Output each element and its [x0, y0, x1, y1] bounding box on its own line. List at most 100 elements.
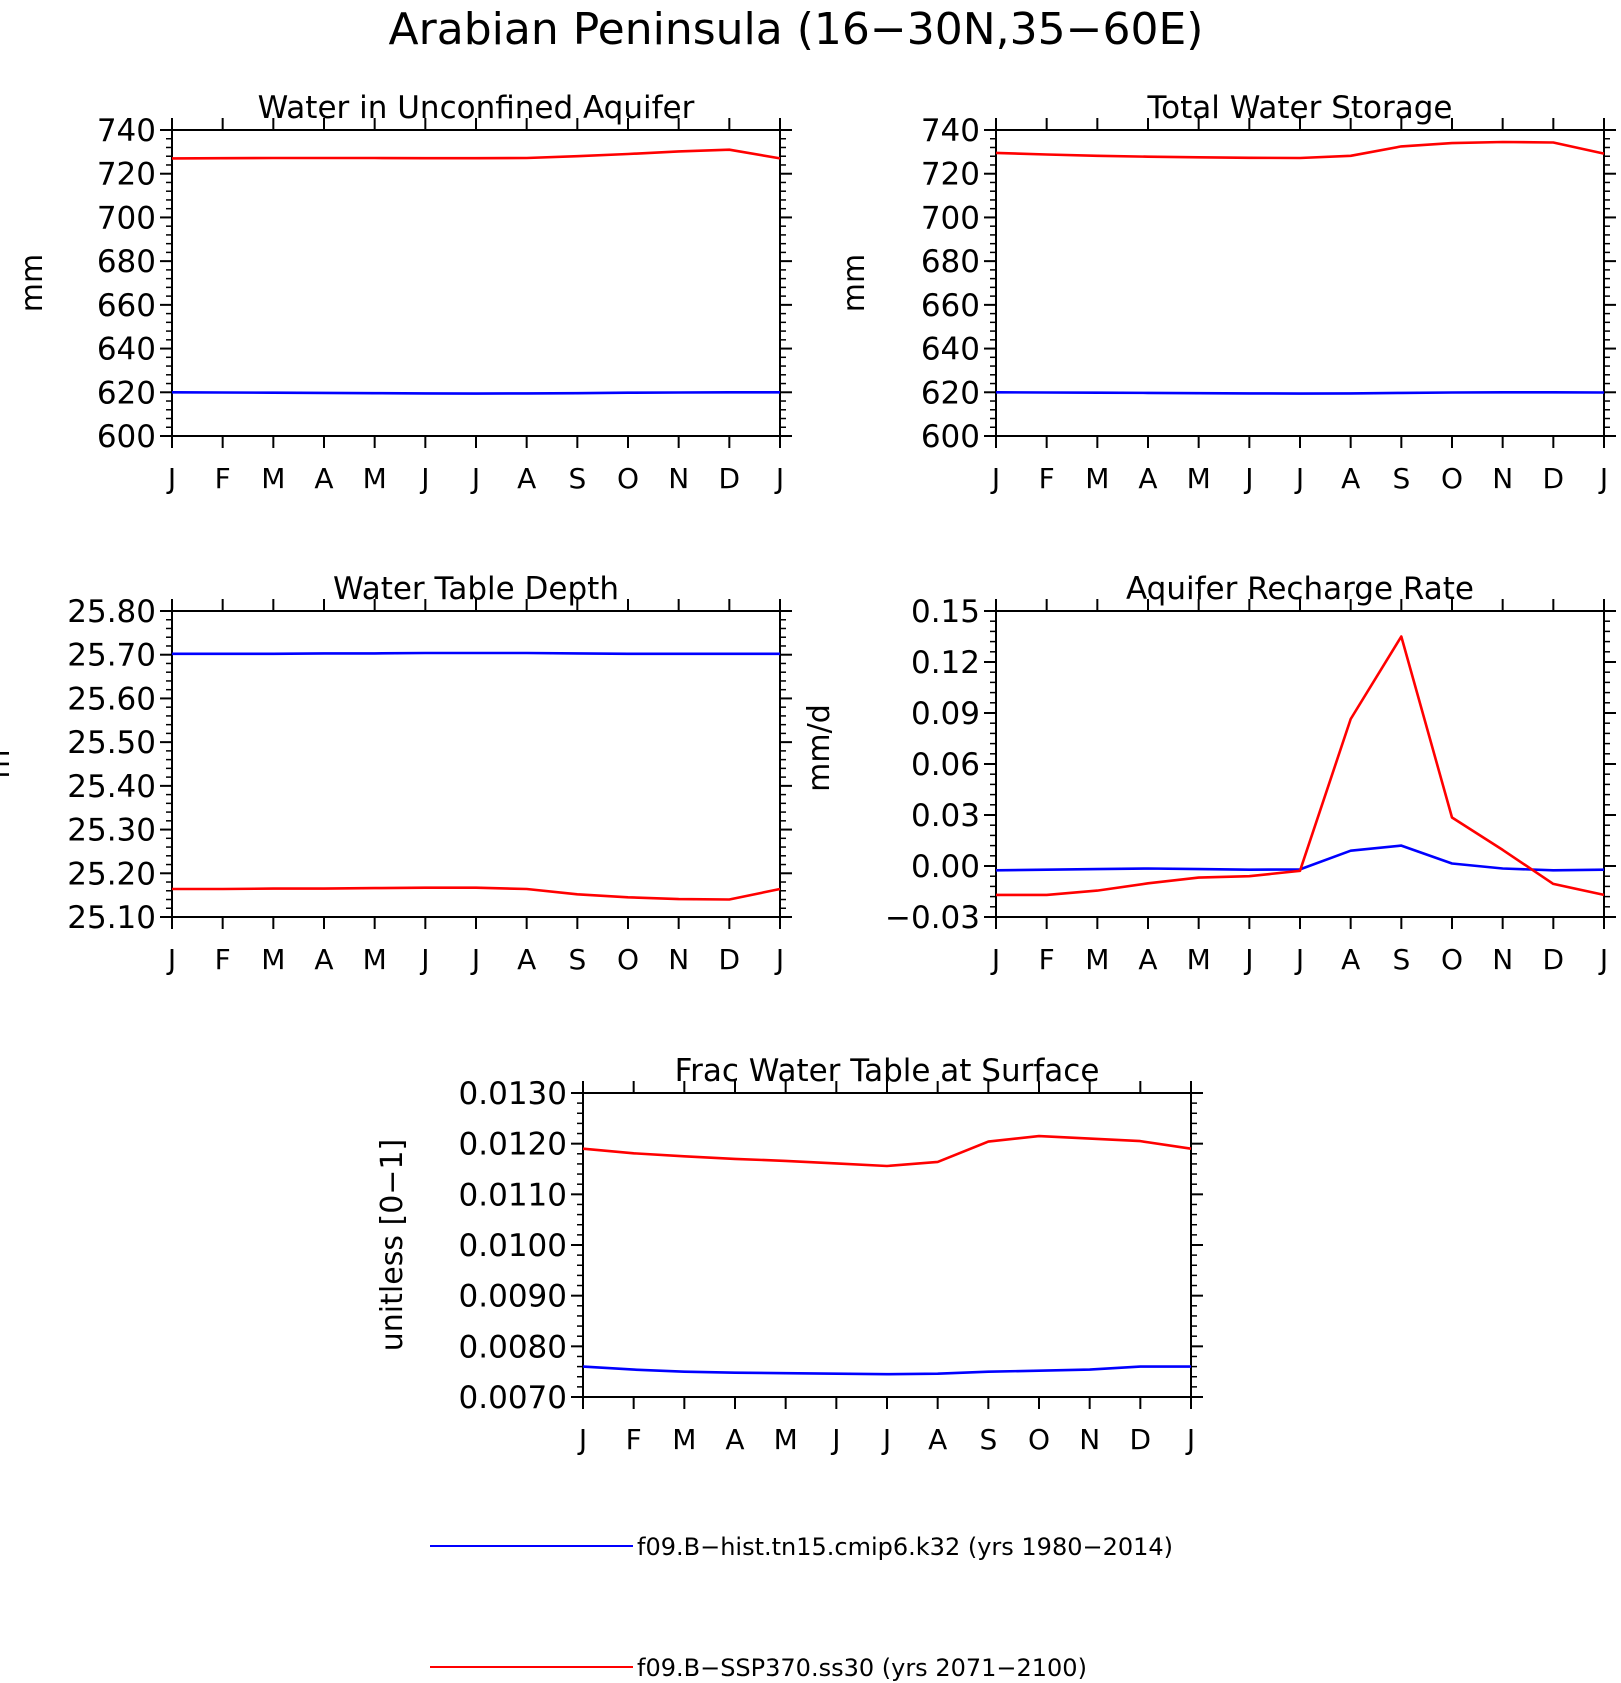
legend-label-ssp370: f09.B−SSP370.ss30 (yrs 2071−2100)	[637, 1654, 1087, 1682]
y-tick-label: 0.15	[911, 594, 980, 630]
x-tick-label: F	[215, 462, 231, 495]
y-tick-label: 680	[921, 244, 980, 280]
main-title: Arabian Peninsula (16−30N,35−60E)	[389, 4, 1204, 55]
x-tick-label: J	[470, 943, 480, 976]
x-tick-label: S	[568, 943, 586, 976]
y-axis-label: unitless [0−1]	[375, 1139, 410, 1351]
y-tick-label: 620	[97, 375, 156, 411]
x-tick-label: J	[1598, 462, 1608, 495]
x-tick-label: A	[314, 462, 333, 495]
x-tick-label: J	[881, 1423, 891, 1456]
y-axis-label: mm/d	[802, 704, 837, 792]
x-tick-label: D	[1543, 943, 1565, 976]
y-tick-label: 720	[921, 157, 980, 193]
x-tick-label: J	[774, 462, 784, 495]
x-tick-label: M	[672, 1423, 696, 1456]
x-tick-label: J	[1185, 1423, 1195, 1456]
x-tick-label: J	[1243, 462, 1253, 495]
x-tick-label: N	[1492, 462, 1513, 495]
x-tick-label: M	[363, 943, 387, 976]
series-line-ssp370	[582, 1134, 1192, 1168]
x-tick-label: J	[470, 462, 480, 495]
x-tick-label: N	[1079, 1423, 1100, 1456]
x-tick-label: O	[1441, 462, 1463, 495]
x-tick-label: J	[1294, 943, 1304, 976]
y-tick-label: 25.60	[67, 681, 156, 717]
y-tick-label: 0.0110	[459, 1177, 567, 1213]
y-tick-label: 25.40	[67, 769, 156, 805]
series-line-ssp370	[995, 140, 1605, 160]
x-tick-label: S	[979, 1423, 997, 1456]
series-line-hist	[995, 390, 1605, 395]
y-tick-label: 25.50	[67, 725, 156, 761]
y-tick-label: 0.09	[911, 696, 980, 732]
plot-frame	[995, 129, 1605, 437]
x-tick-label: F	[1039, 943, 1055, 976]
y-axis-label: mm	[15, 254, 50, 312]
x-tick-label: J	[1598, 943, 1608, 976]
y-tick-label: 600	[921, 419, 980, 455]
x-tick-label: A	[314, 943, 333, 976]
x-tick-label: D	[1543, 462, 1565, 495]
x-tick-label: M	[1187, 462, 1211, 495]
x-tick-label: O	[617, 462, 639, 495]
x-tick-label: D	[719, 943, 741, 976]
x-tick-label: A	[1138, 462, 1157, 495]
x-tick-label: M	[1187, 943, 1211, 976]
y-tick-label: 0.0100	[459, 1228, 567, 1264]
x-tick-label: O	[1028, 1423, 1050, 1456]
x-tick-label: A	[1138, 943, 1157, 976]
y-tick-label: 740	[97, 113, 156, 149]
y-tick-label: 25.10	[67, 900, 156, 936]
y-tick-label: 0.00	[911, 849, 980, 885]
x-tick-label: M	[261, 943, 285, 976]
x-tick-label: A	[1341, 462, 1360, 495]
x-tick-label: A	[928, 1423, 947, 1456]
x-tick-label: J	[830, 1423, 840, 1456]
y-tick-label: 0.0080	[459, 1329, 567, 1365]
x-tick-label: S	[1392, 462, 1410, 495]
panel-total-water-storage: Total Water Storagemm6006206406606807007…	[837, 90, 1616, 495]
x-tick-label: N	[668, 462, 689, 495]
x-tick-label: A	[517, 943, 536, 976]
y-tick-label: 660	[97, 288, 156, 324]
x-tick-label: S	[568, 462, 586, 495]
y-tick-label: 25.70	[67, 638, 156, 674]
series-line-hist	[171, 390, 780, 395]
x-tick-label: O	[617, 943, 639, 976]
x-tick-label: M	[774, 1423, 798, 1456]
x-tick-label: M	[363, 462, 387, 495]
x-tick-label: J	[577, 1423, 587, 1456]
y-tick-label: 0.12	[911, 645, 980, 681]
y-tick-label: 0.0130	[459, 1076, 567, 1112]
panel-water-table-depth: Water Table Depthm25.1025.2025.3025.4025…	[0, 571, 792, 976]
x-tick-label: D	[1130, 1423, 1152, 1456]
y-axis-label: mm	[837, 254, 872, 312]
x-tick-label: J	[166, 462, 176, 495]
x-tick-label: A	[517, 462, 536, 495]
y-tick-label: 25.30	[67, 813, 156, 849]
x-tick-label: J	[419, 943, 429, 976]
x-tick-label: J	[990, 943, 1000, 976]
x-tick-label: F	[215, 943, 231, 976]
x-tick-label: M	[1085, 943, 1109, 976]
x-tick-label: J	[1243, 943, 1253, 976]
y-tick-label: 25.80	[67, 594, 156, 630]
x-tick-label: F	[1039, 462, 1055, 495]
x-tick-label: M	[1085, 462, 1109, 495]
x-tick-label: J	[1294, 462, 1304, 495]
panel-water-in-unconfined-aquifer: Water in Unconfined Aquifermm60062064066…	[15, 90, 792, 495]
y-tick-label: 680	[97, 244, 156, 280]
y-tick-label: 740	[921, 113, 980, 149]
panel-aquifer-recharge-rate: Aquifer Recharge Ratemm/d−0.030.000.030.…	[802, 571, 1616, 976]
x-tick-label: A	[725, 1423, 744, 1456]
x-tick-label: J	[166, 943, 176, 976]
x-tick-label: M	[261, 462, 285, 495]
x-tick-label: J	[419, 462, 429, 495]
y-tick-label: 640	[97, 332, 156, 368]
y-tick-label: 620	[921, 375, 980, 411]
x-tick-label: F	[626, 1423, 642, 1456]
y-tick-label: 0.0090	[459, 1279, 567, 1315]
x-tick-label: A	[1341, 943, 1360, 976]
